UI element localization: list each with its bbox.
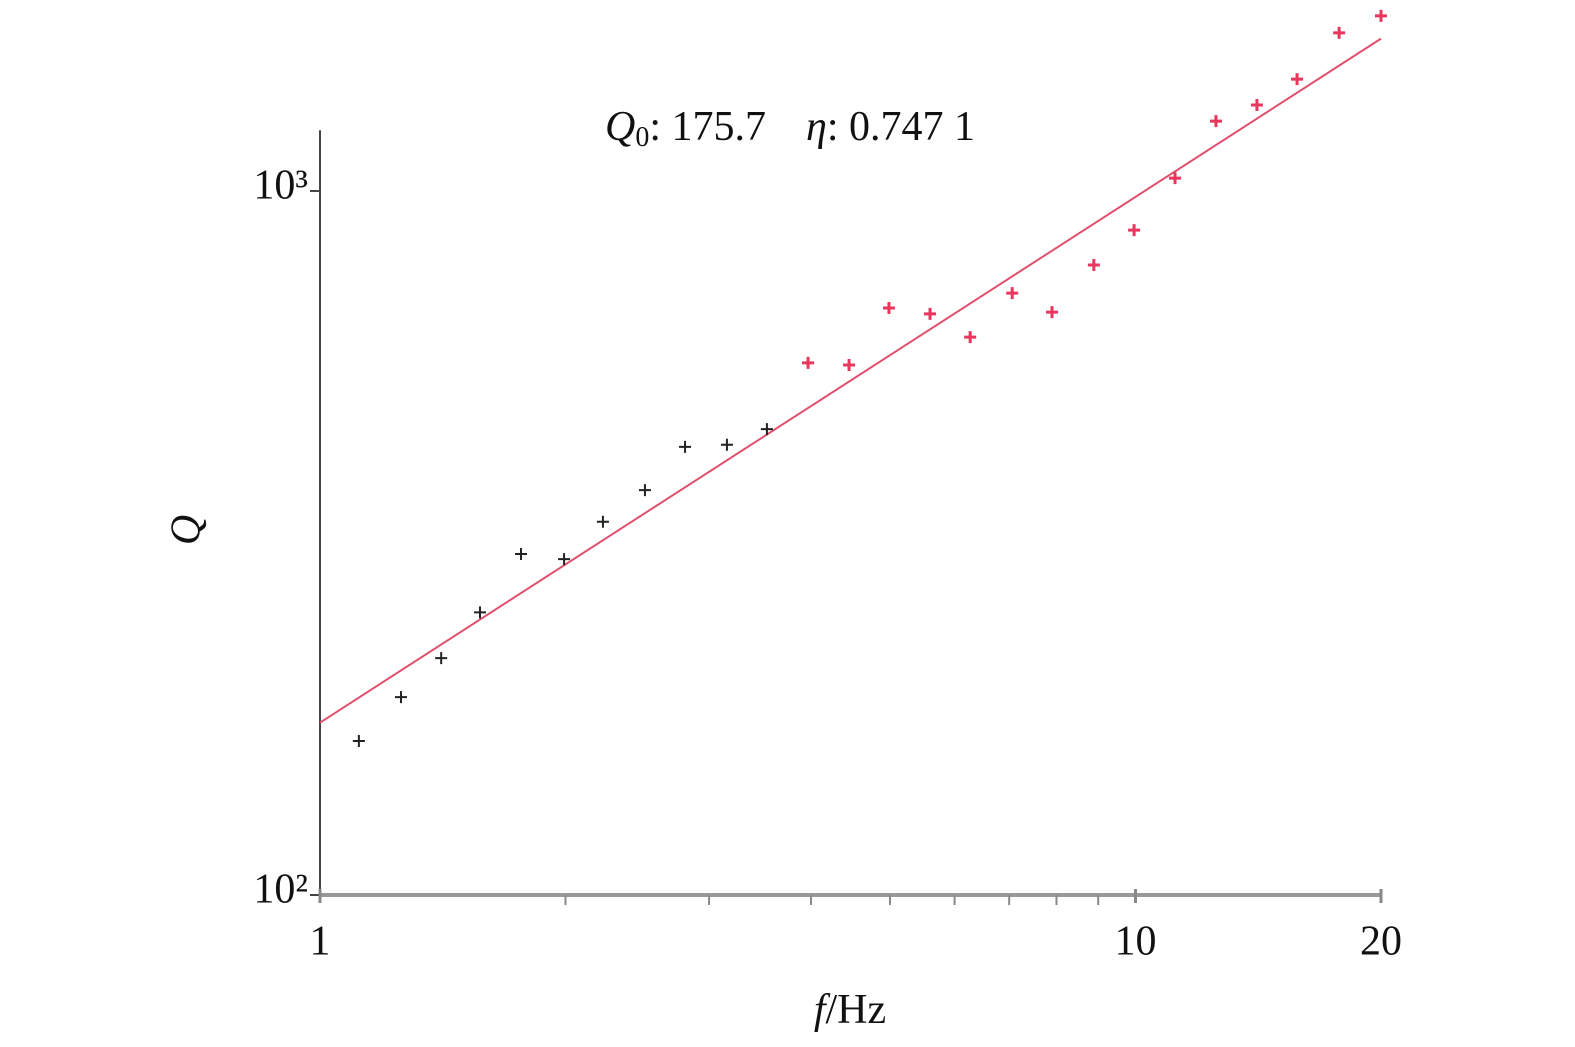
data-point [882,302,895,315]
data-point [435,652,448,665]
y-tick-label: 10³ [253,163,308,209]
data-point [1169,172,1182,185]
data-point [802,356,815,369]
data-point [473,606,486,619]
data-point [924,307,937,320]
x-axis-label: f/Hz [814,987,886,1033]
fit-annotation: Q0: 175.7 η: 0.747 1 [605,104,975,154]
data-point [679,440,692,453]
x-label-unit: /Hz [826,987,887,1033]
x-tick-label: 10 [1115,919,1157,965]
data-point [558,553,571,566]
annotation-eta-value: : 0.747 1 [827,104,975,150]
data-point [1333,26,1346,39]
x-tick-label: 1 [310,919,331,965]
annotation-eta: η [806,104,827,150]
data-point [1375,9,1387,22]
data-point [1209,115,1222,128]
fit-line [319,37,1382,724]
data-point [1087,259,1100,272]
y-tick-label: 10² [253,867,308,913]
y-axis-label: Q [164,515,210,545]
annotation-q: Q [605,104,635,150]
data-point [352,734,365,747]
data-point [1046,306,1059,319]
annotation-sub: 0 [635,122,649,153]
data-point [1128,224,1141,237]
data-point [596,515,609,528]
data-point [638,484,651,497]
data-point [1006,287,1019,300]
data-point [1250,98,1263,111]
data-point [964,331,977,344]
data-point [760,423,773,436]
data-point [720,438,733,451]
data-point [395,691,408,704]
x-tick-label: 20 [1360,919,1402,965]
data-point [1291,73,1304,86]
annotation-q-value: : 175.7 [649,104,766,150]
data-point [843,359,856,372]
data-point [515,548,528,561]
